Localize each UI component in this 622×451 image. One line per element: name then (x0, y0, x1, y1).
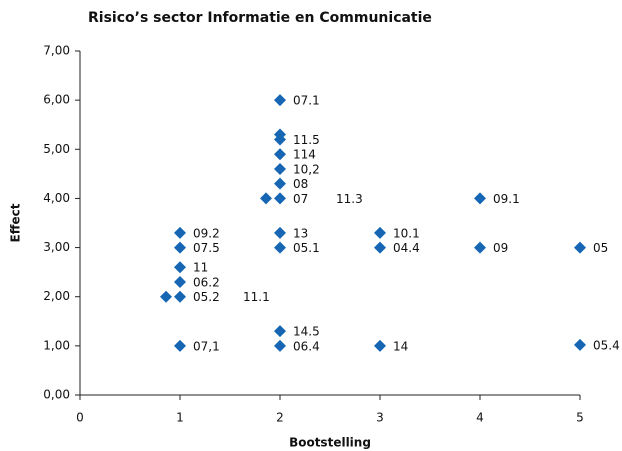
point (374, 241, 386, 254)
point-label: 09 (493, 241, 508, 255)
point (274, 241, 286, 254)
point (274, 339, 286, 352)
y-tick-label: 4,00 (43, 191, 70, 205)
point (274, 226, 286, 239)
x-tick-label: 0 (76, 411, 84, 425)
point (274, 94, 286, 107)
point-label: 09.2 (193, 226, 220, 240)
point (274, 162, 286, 175)
point (174, 275, 186, 288)
point-label: 04.4 (393, 241, 420, 255)
point-label: 10.1 (393, 226, 420, 240)
point-label: 14 (393, 339, 408, 353)
point-label: 07 (293, 192, 308, 206)
point-label: 114 (293, 148, 316, 162)
annotation: 11.3 (336, 192, 363, 206)
point (474, 192, 486, 205)
point-label: 11 (193, 261, 208, 275)
y-tick-label: 2,00 (43, 289, 70, 303)
point-label: 14.5 (293, 325, 320, 339)
point (374, 339, 386, 352)
point (274, 148, 286, 161)
point (274, 177, 286, 190)
point-label: 13 (293, 226, 308, 240)
point (160, 290, 172, 303)
annotation: 11.1 (243, 290, 270, 304)
point-label: 05.1 (293, 241, 320, 255)
point-label: 05.4 (593, 338, 620, 352)
point (174, 226, 186, 239)
x-tick-label: 3 (376, 411, 384, 425)
point (574, 241, 586, 254)
point (274, 133, 286, 146)
point-label: 07.1 (293, 94, 320, 108)
x-tick-label: 2 (276, 411, 284, 425)
x-tick-label: 1 (176, 411, 184, 425)
y-tick-label: 0,00 (43, 388, 70, 402)
point-label: 05 (593, 241, 608, 255)
point-label: 06.4 (293, 339, 320, 353)
y-tick-label: 3,00 (43, 240, 70, 254)
y-tick-label: 6,00 (43, 93, 70, 107)
x-tick-label: 4 (476, 411, 484, 425)
x-tick-label: 5 (576, 411, 584, 425)
chart-title: Risico’s sector Informatie en Communicat… (88, 10, 432, 26)
point-label: 09.1 (493, 192, 520, 206)
point-label: 10,2 (293, 162, 320, 176)
point (174, 261, 186, 274)
point-label: 07,1 (193, 339, 220, 353)
x-axis-title: Bootstelling (289, 436, 371, 450)
point (174, 339, 186, 352)
y-tick-label: 7,00 (43, 44, 70, 58)
point (174, 241, 186, 254)
point (174, 290, 186, 303)
point-label: 06.2 (193, 275, 220, 289)
point-label: 05.2 (193, 290, 220, 304)
point (474, 241, 486, 254)
point-label: 07.5 (193, 241, 220, 255)
point (260, 192, 272, 205)
point (574, 338, 586, 351)
point-label: 08 (293, 177, 308, 191)
y-axis-title: Effect (9, 203, 23, 242)
point (274, 325, 286, 338)
point (374, 226, 386, 239)
point (274, 192, 286, 205)
y-tick-label: 1,00 (43, 338, 70, 352)
y-tick-label: 5,00 (43, 142, 70, 156)
point-label: 11.5 (293, 133, 320, 147)
